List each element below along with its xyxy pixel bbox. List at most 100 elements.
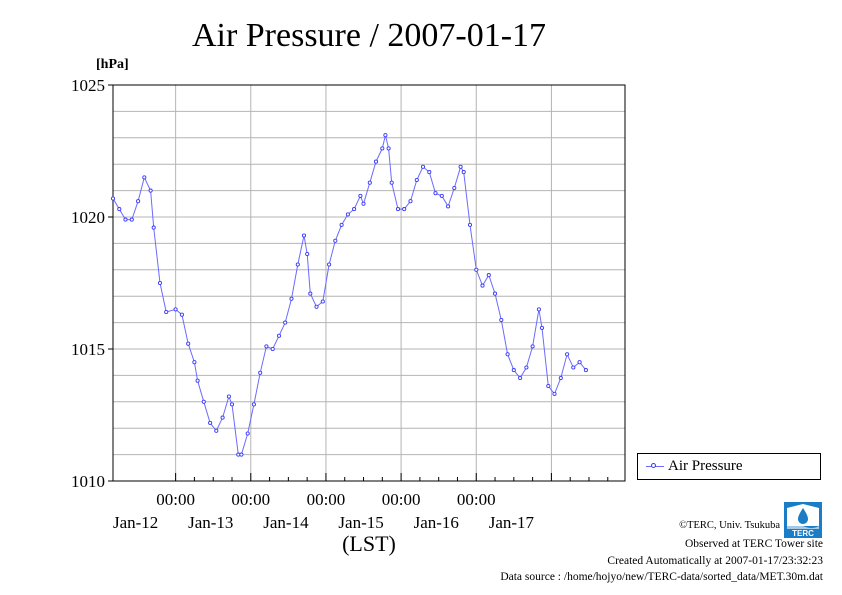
air-pressure-point [123, 217, 128, 222]
air-pressure-point [408, 199, 413, 204]
grid [113, 85, 625, 481]
air-pressure-point [179, 312, 184, 317]
air-pressure-point [305, 251, 310, 257]
air-pressure-point [461, 170, 466, 175]
x-tick-time-label: 00:00 [307, 490, 346, 509]
air-pressure-point [117, 207, 122, 212]
air-pressure-point [361, 201, 366, 206]
air-pressure-point [251, 402, 256, 407]
y-tick-label: 1015 [71, 340, 105, 359]
x-tick-date-label: Jan-13 [188, 513, 233, 532]
air-pressure-point [420, 164, 426, 169]
x-tick-date-label: Jan-17 [489, 513, 535, 532]
air-pressure-point [395, 207, 401, 212]
x-tick-time-label: 00:00 [457, 490, 496, 509]
x-tick-date-label: Jan-12 [113, 513, 158, 532]
y-axis-unit: [hPa] [96, 57, 129, 72]
air-pressure-point [552, 391, 557, 396]
air-pressure-point [518, 375, 523, 381]
air-pressure-point [239, 452, 244, 457]
air-pressure-point [380, 146, 385, 151]
air-pressure-point [129, 217, 134, 222]
air-pressure-point [439, 193, 444, 198]
x-axis: 00:00 Jan-12 00:00 Jan-13 00:00 Jan-14 00:00 Ja… [113, 473, 609, 532]
air-pressure-point [345, 212, 350, 217]
data-source-text: Data source : /home/hojyo/new/TERC-data/… [500, 571, 823, 583]
air-pressure-point [164, 309, 169, 315]
air-pressure-point [320, 299, 325, 304]
y-tick-label: 1010 [71, 472, 105, 491]
air-pressure-point [195, 378, 200, 383]
air-pressure-point [157, 280, 163, 286]
y-tick-label: 1025 [71, 76, 105, 95]
air-pressure-point [245, 431, 250, 436]
air-pressure-point [486, 273, 491, 278]
air-pressure-point [402, 207, 407, 212]
air-pressure-point [327, 262, 332, 267]
air-pressure-point [276, 333, 282, 338]
air-pressure-point [283, 320, 288, 325]
plot-frame [112, 84, 626, 482]
air-pressure-point [480, 283, 485, 288]
air-pressure-point [499, 317, 504, 323]
chart-title: Air Pressure / 2007-01-17 [192, 17, 546, 54]
y-tick-label: 1020 [71, 208, 105, 227]
air-pressure-point [289, 296, 294, 301]
air-pressure-point [414, 177, 419, 183]
air-pressure-point [446, 204, 451, 209]
air-pressure-point [492, 291, 498, 296]
air-pressure-point [151, 225, 156, 230]
copyright-text: ©TERC, Univ. Tsukuba [679, 520, 780, 531]
air-pressure-point [452, 185, 457, 191]
air-pressure-point [173, 307, 178, 312]
x-tick-date-label: Jan-14 [263, 513, 309, 532]
air-pressure-point [339, 222, 344, 227]
air-pressure-point [270, 346, 275, 352]
created-at-text: Created Automatically at 2007-01-17/23:3… [607, 555, 823, 567]
air-pressure-point [367, 180, 372, 185]
air-pressure-point [530, 344, 535, 349]
air-pressure-point [142, 175, 147, 180]
air-pressure-point [539, 325, 545, 330]
x-tick-time-label: 00:00 [382, 490, 421, 509]
terc-logo: TERC [784, 502, 822, 538]
air-pressure-point [467, 222, 473, 227]
air-pressure-point [229, 402, 235, 407]
air-pressure-point [192, 360, 197, 365]
air-pressure-point [474, 267, 479, 272]
air-pressure-point [505, 352, 510, 357]
air-pressure-point [433, 191, 438, 196]
air-pressure-point [214, 428, 219, 433]
logo-text: TERC [792, 529, 814, 538]
x-tick-date-label: Jan-15 [338, 513, 383, 532]
air-pressure-point [386, 146, 391, 151]
air-pressure-point [264, 344, 269, 349]
air-pressure-point [536, 307, 541, 312]
air-pressure-point [577, 360, 582, 365]
air-pressure-point [546, 383, 551, 389]
air-pressure-point [373, 159, 379, 164]
air-pressure-point [524, 365, 529, 370]
air-pressure-point [427, 170, 432, 175]
air-pressure-line [112, 135, 587, 456]
air-pressure-point [201, 399, 206, 404]
air-pressure-point [389, 180, 394, 185]
air-pressure-point [511, 368, 516, 373]
air-pressure-point [220, 415, 225, 420]
legend: Air Pressure [637, 453, 821, 480]
air-pressure-point [558, 375, 563, 381]
air-pressure-point [358, 193, 363, 198]
legend-marker [651, 463, 656, 468]
air-pressure-point [295, 262, 300, 267]
air-pressure-point [565, 352, 570, 357]
air-pressure-points [110, 133, 588, 457]
air-pressure-point [352, 207, 357, 212]
air-pressure-point [208, 420, 213, 425]
x-tick-time-label: 00:00 [156, 490, 195, 509]
x-axis-label: (LST) [342, 531, 396, 556]
air-pressure-point [148, 188, 153, 193]
x-tick-date-label: Jan-16 [414, 513, 459, 532]
air-pressure-point [301, 233, 307, 238]
legend-label-air-pressure: Air Pressure [668, 458, 743, 474]
